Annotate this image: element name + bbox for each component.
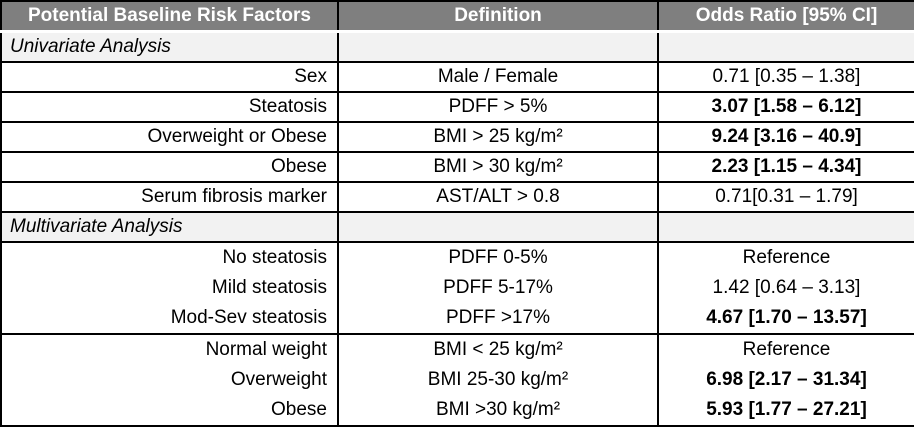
odds-cell: 0.71[0.31 – 1.79] [657,181,914,213]
odds-line: 4.67 [1.70 – 13.57] [706,307,867,328]
definition-line: PDFF >17% [445,307,550,328]
definition-cell: PDFF > 5% [337,91,659,123]
odds-cell: 0.71 [0.35 – 1.38] [657,61,914,93]
section-empty-cell [337,211,659,243]
odds-cell-group: Reference 1.42 [0.64 – 3.13] 4.67 [1.70 … [657,241,914,335]
header-row: Potential Baseline Risk Factors Definiti… [0,0,914,33]
odds-line: Reference [742,339,831,360]
table-row-serum-fibrosis-marker: Serum fibrosis marker AST/ALT > 0.8 0.71… [0,181,914,213]
odds-cell: 9.24 [3.16 – 40.9] [657,121,914,153]
definition-line: BMI < 25 kg/m² [433,339,563,360]
definition-cell: BMI > 30 kg/m² [337,151,659,183]
factor-line: Normal weight [205,339,327,360]
section-empty-cell [657,211,914,243]
section-title-univariate: Univariate Analysis [0,30,339,63]
factor-line: Mod-Sev steatosis [170,307,327,328]
table-row-steatosis: Steatosis PDFF > 5% 3.07 [1.58 – 6.12] [0,91,914,123]
factor-cell-group: Normal weight Overweight Obese [0,333,339,427]
table-header: Potential Baseline Risk Factors Definiti… [0,0,914,33]
factor-line: No steatosis [222,247,327,268]
table-row-obese: Obese BMI > 30 kg/m² 2.23 [1.15 – 4.34] [0,151,914,183]
header-definition: Definition [337,0,659,33]
factor-cell: Sex [0,61,339,93]
section-row-multivariate: Multivariate Analysis [0,211,914,243]
odds-line: 5.93 [1.77 – 27.21] [706,399,867,420]
definition-cell: Male / Female [337,61,659,93]
group-row-steatosis-levels: No steatosis Mild steatosis Mod-Sev stea… [0,241,914,335]
odds-line: Reference [742,247,831,268]
header-risk-factors: Potential Baseline Risk Factors [0,0,339,33]
definition-cell: BMI > 25 kg/m² [337,121,659,153]
factor-cell: Overweight or Obese [0,121,339,153]
section-row-univariate: Univariate Analysis [0,30,914,63]
odds-line: 1.42 [0.64 – 3.13] [712,277,861,298]
definition-line: PDFF 5-17% [443,277,553,298]
factor-line: Overweight [230,369,327,390]
definition-cell: AST/ALT > 0.8 [337,181,659,213]
definition-cell-group: PDFF 0-5% PDFF 5-17% PDFF >17% [337,241,659,335]
table-row-sex: Sex Male / Female 0.71 [0.35 – 1.38] [0,61,914,93]
header-odds-ratio: Odds Ratio [95% CI] [657,0,914,33]
odds-line: 6.98 [2.17 – 31.34] [706,369,867,390]
section-title-multivariate: Multivariate Analysis [0,211,339,243]
factor-line: Mild steatosis [211,277,327,298]
definition-cell-group: BMI < 25 kg/m² BMI 25-30 kg/m² BMI >30 k… [337,333,659,427]
factor-cell: Serum fibrosis marker [0,181,339,213]
factor-cell: Obese [0,151,339,183]
factor-line: Obese [271,399,327,420]
factor-cell: Steatosis [0,91,339,123]
section-empty-cell [337,30,659,63]
odds-cell: 2.23 [1.15 – 4.34] [657,151,914,183]
group-row-weight-levels: Normal weight Overweight Obese BMI < 25 … [0,333,914,427]
table-row-overweight-or-obese: Overweight or Obese BMI > 25 kg/m² 9.24 … [0,121,914,153]
odds-cell: 3.07 [1.58 – 6.12] [657,91,914,123]
definition-line: BMI 25-30 kg/m² [427,369,569,390]
definition-line: PDFF 0-5% [448,247,548,268]
factor-cell-group: No steatosis Mild steatosis Mod-Sev stea… [0,241,339,335]
section-empty-cell [657,30,914,63]
definition-line: BMI >30 kg/m² [435,399,561,420]
odds-cell-group: Reference 6.98 [2.17 – 31.34] 5.93 [1.77… [657,333,914,427]
